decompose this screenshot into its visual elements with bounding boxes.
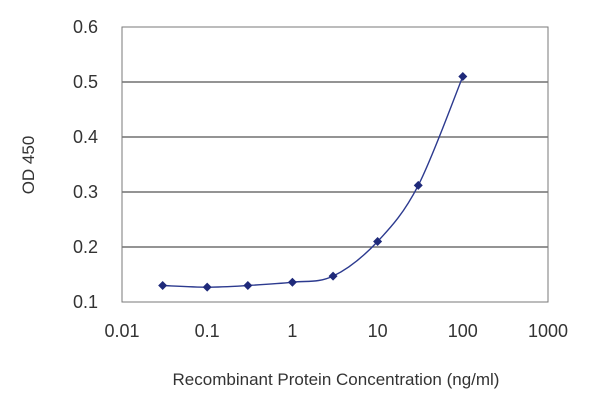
- series-markers: [158, 72, 468, 292]
- y-tick-label: 0.2: [73, 237, 98, 257]
- data-point-marker: [243, 281, 253, 290]
- y-tick-label: 0.4: [73, 127, 98, 147]
- y-tick-label: 0.5: [73, 72, 98, 92]
- x-tick-label: 10: [368, 321, 388, 341]
- data-point-marker: [413, 180, 423, 190]
- y-tick-label: 0.1: [73, 292, 98, 312]
- x-tick-label: 100: [448, 321, 478, 341]
- plot-area-frame: [121, 26, 549, 303]
- y-axis-title: OD 450: [19, 136, 38, 195]
- x-tick-label: 1: [287, 321, 297, 341]
- data-point-marker: [158, 281, 168, 290]
- data-point-marker: [373, 237, 383, 246]
- x-tick-label: 0.01: [104, 321, 139, 341]
- x-tick-label: 0.1: [195, 321, 220, 341]
- data-point-marker: [287, 277, 297, 287]
- gridlines: [122, 81, 548, 248]
- y-tick-label: 0.6: [73, 17, 98, 37]
- data-point-marker: [458, 72, 468, 81]
- data-point-marker: [328, 271, 338, 281]
- y-tick-label: 0.3: [73, 182, 98, 202]
- tick-labels: 0.1 0.2 0.3 0.4 0.5 0.6 0.01 0.1 1 10 100 1000: [73, 17, 568, 341]
- data-point-marker: [202, 282, 212, 292]
- x-axis-title: Recombinant Protein Concentration (ng/ml…: [173, 370, 500, 389]
- x-tick-label: 1000: [528, 321, 568, 341]
